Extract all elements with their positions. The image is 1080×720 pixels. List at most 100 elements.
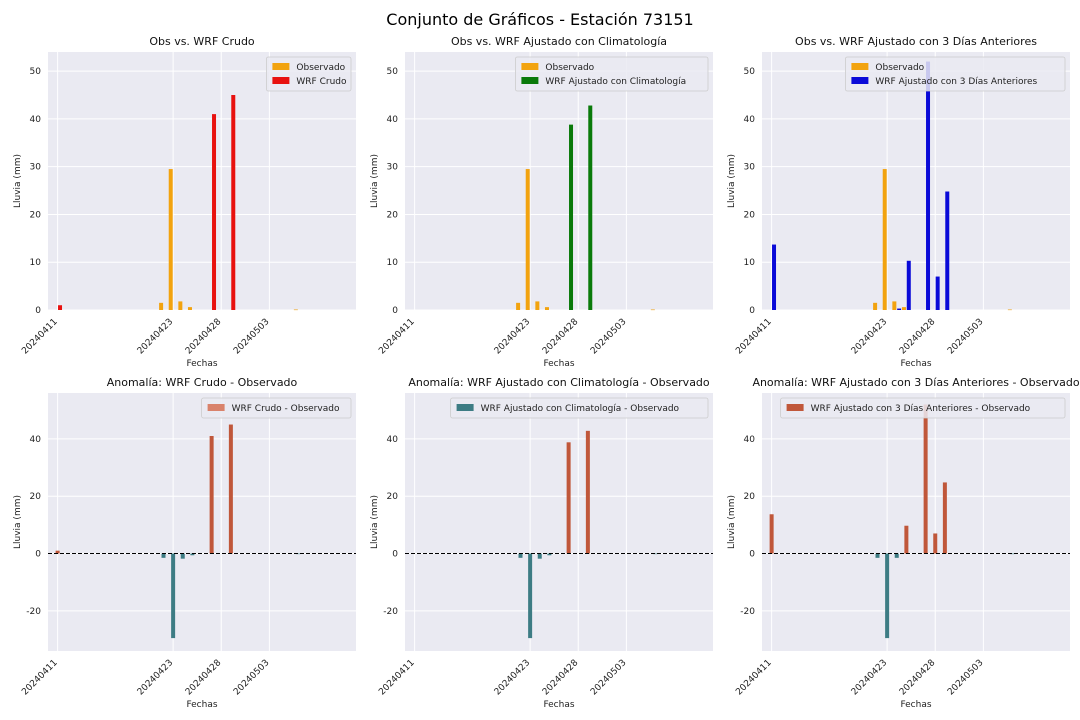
legend: WRF Ajustado con 3 Días Anteriores - Obs… <box>780 397 1066 419</box>
legend: Observado WRF Ajustado con 3 Días Anterio… <box>845 56 1066 92</box>
bar <box>769 514 774 554</box>
y-tick-label: 0 <box>749 550 755 560</box>
legend: WRF Ajustado con Climatología - Observad… <box>450 397 709 419</box>
x-tick-label: 20240428 <box>898 317 938 357</box>
y-axis-label: Lluvia (mm) <box>370 495 380 549</box>
x-tick-label: 20240503 <box>589 658 628 697</box>
y-tick-label: 10 <box>387 258 399 268</box>
bar <box>180 553 185 559</box>
x-tick-label: 20240503 <box>589 317 628 356</box>
chart-panel-4: -20 0 20 40 20240411 20240423 20240428 20240503… <box>13 376 356 710</box>
chart-title: Anomalía: WRF Ajustado con Climatología … <box>408 376 710 389</box>
plot-area <box>48 393 356 651</box>
x-tick-label: 20240423 <box>850 317 889 356</box>
x-tick-label: 20240423 <box>493 317 532 356</box>
bar <box>942 482 947 554</box>
x-axis-label: Fechas <box>900 359 931 369</box>
y-axis-label: Lluvia (mm) <box>13 154 23 208</box>
bar <box>296 553 301 555</box>
bar <box>653 553 658 555</box>
bar <box>171 553 176 639</box>
y-tick-label: 30 <box>744 163 756 173</box>
bar <box>894 553 899 558</box>
y-axis-label: Lluvia (mm) <box>13 495 23 549</box>
x-tick-label: 20240503 <box>232 317 271 356</box>
x-tick-label: 20240411 <box>734 658 773 697</box>
x-tick-label: 20240428 <box>184 317 224 357</box>
y-tick-label: 20 <box>387 210 399 220</box>
plot-area <box>405 52 713 310</box>
legend-label: Observado <box>296 63 345 73</box>
bar <box>588 105 593 310</box>
plot-area <box>762 52 1070 310</box>
y-tick-label: 10 <box>744 258 756 268</box>
bar <box>935 276 940 310</box>
figure-title: Conjunto de Gráficos - Estación 73151 <box>386 10 694 29</box>
chart-title: Obs vs. WRF Crudo <box>149 35 255 48</box>
x-axis-label: Fechas <box>900 700 931 710</box>
y-tick-label: 20 <box>744 210 756 220</box>
y-tick-label: 0 <box>392 306 398 316</box>
bar <box>544 307 549 310</box>
y-tick-label: 40 <box>387 435 399 445</box>
legend-swatch <box>521 77 539 84</box>
y-tick-label: 0 <box>749 306 755 316</box>
legend-label: WRF Ajustado con Climatología <box>545 77 686 87</box>
bar <box>528 553 533 639</box>
legend-swatch <box>786 404 804 411</box>
y-tick-label: 40 <box>30 435 42 445</box>
legend-swatch <box>521 63 539 70</box>
y-tick-label: 40 <box>744 435 756 445</box>
y-tick-label: 50 <box>744 67 756 77</box>
x-tick-label: 20240423 <box>850 658 889 697</box>
bar <box>525 169 530 310</box>
legend-label: WRF Crudo <box>296 77 347 87</box>
x-axis-label: Fechas <box>186 700 217 710</box>
legend-swatch <box>851 63 869 70</box>
bar <box>875 553 880 558</box>
bar <box>1007 309 1012 311</box>
chart-panel-5: -20 0 20 40 20240411 20240423 20240428 20240503… <box>370 376 713 710</box>
legend-label: Observado <box>875 63 924 73</box>
bar <box>945 191 950 310</box>
x-tick-label: 20240428 <box>541 658 581 698</box>
bar <box>933 533 938 554</box>
y-tick-label: 40 <box>30 115 42 125</box>
y-tick-label: 0 <box>35 306 41 316</box>
x-tick-label: 20240503 <box>232 658 271 697</box>
bar <box>55 550 60 554</box>
plot-area <box>762 393 1070 651</box>
bar <box>190 553 195 556</box>
legend-swatch <box>272 63 290 70</box>
legend-label: WRF Crudo - Observado <box>232 404 340 414</box>
y-axis-label: Lluvia (mm) <box>727 495 737 549</box>
legend-label: WRF Ajustado con 3 Días Anteriores - Obs… <box>811 404 1031 414</box>
legend-box <box>515 56 709 92</box>
bar <box>537 553 542 559</box>
x-tick-label: 20240411 <box>20 658 59 697</box>
bar <box>547 553 552 556</box>
y-tick-label: 40 <box>387 115 399 125</box>
y-tick-label: 0 <box>35 550 41 560</box>
x-tick-label: 20240503 <box>946 317 985 356</box>
chart-panel-2: 0 10 20 30 40 50 20240411 20240423 20240428 20240… <box>370 35 713 369</box>
y-tick-label: 20 <box>30 492 42 502</box>
x-tick-label: 20240503 <box>946 658 985 697</box>
bar <box>923 404 928 554</box>
bar <box>228 424 233 554</box>
legend-swatch <box>456 404 474 411</box>
legend-box <box>450 397 709 419</box>
bar <box>58 305 63 310</box>
legend-label: WRF Ajustado con Climatología - Observad… <box>481 404 680 414</box>
bar <box>178 301 183 310</box>
y-tick-label: 10 <box>30 258 42 268</box>
y-tick-label: -20 <box>383 607 398 617</box>
bar <box>1010 553 1015 555</box>
legend: Observado WRF Ajustado con Climatología <box>515 56 709 92</box>
y-tick-label: 30 <box>387 163 399 173</box>
y-tick-label: -20 <box>740 607 755 617</box>
legend-swatch <box>851 77 869 84</box>
bar <box>904 525 909 554</box>
bar <box>926 61 931 310</box>
